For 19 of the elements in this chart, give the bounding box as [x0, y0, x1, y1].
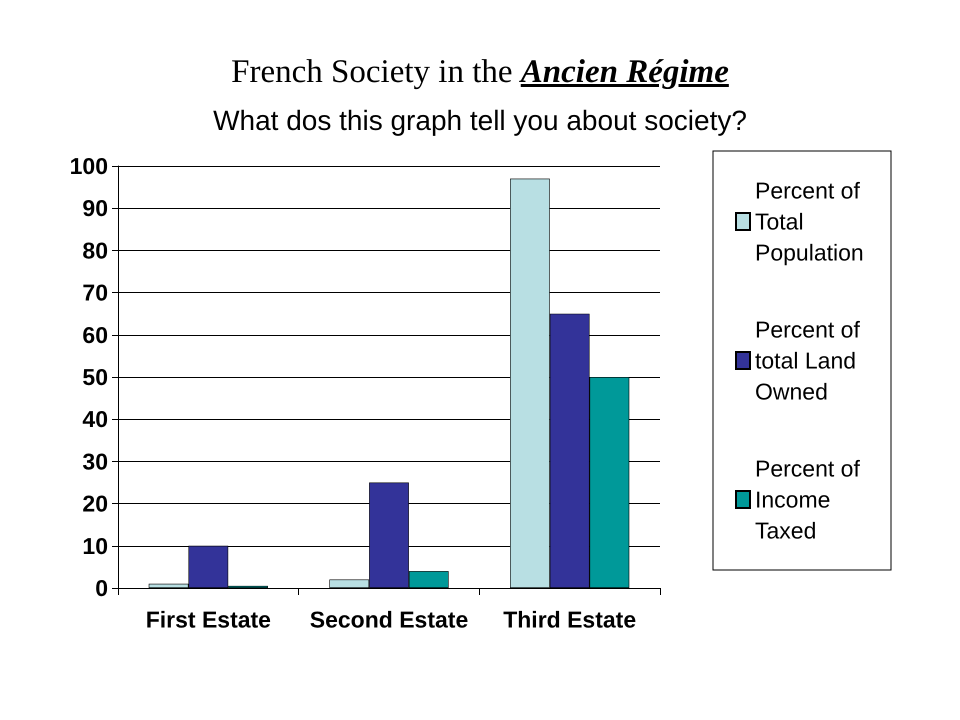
y-tick-label: 0: [95, 575, 108, 601]
x-tick-label: Third Estate: [503, 606, 636, 632]
y-tick-label: 20: [82, 490, 108, 517]
chart-title: French Society in the Ancien Régime: [230, 53, 730, 92]
y-tick-label: 100: [70, 153, 108, 179]
y-tick-label: 90: [82, 195, 108, 222]
y-tick-label: 80: [82, 237, 108, 264]
x-tick-label: Second Estate: [310, 606, 468, 632]
y-tick-label: 40: [82, 406, 108, 432]
x-tick-label: First Estate: [146, 606, 271, 632]
y-tick-label: 30: [82, 448, 108, 474]
y-tick-label: 10: [82, 532, 108, 559]
y-tick-label: 60: [82, 322, 108, 348]
y-tick-label: 50: [82, 364, 108, 390]
legend-label: Percent of Income Taxed: [755, 456, 866, 544]
legend-label: Percent of Total Population: [755, 178, 866, 266]
y-tick-label: 70: [82, 280, 108, 306]
chart-subtitle: What dos this graph tell you about society?: [212, 104, 748, 138]
legend-label: Percent of total Land Owned: [755, 316, 866, 404]
